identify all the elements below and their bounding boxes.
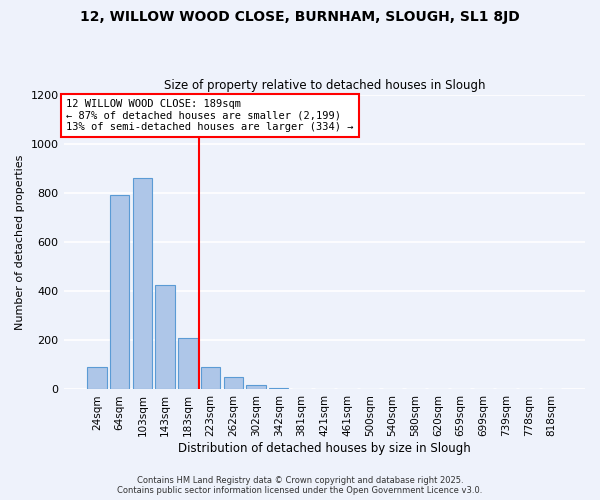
Bar (247, 384, 266, 390)
Bar (133, 178, 152, 390)
Bar (224, 377, 243, 390)
Bar (178, 338, 197, 390)
Text: 12, WILLOW WOOD CLOSE, BURNHAM, SLOUGH, SL1 8JD: 12, WILLOW WOOD CLOSE, BURNHAM, SLOUGH, … (80, 10, 520, 24)
Bar (155, 285, 175, 390)
Title: Size of property relative to detached houses in Slough: Size of property relative to detached ho… (164, 79, 485, 92)
Bar (87, 368, 107, 390)
X-axis label: Distribution of detached houses by size in Slough: Distribution of detached houses by size … (178, 442, 470, 455)
Bar (201, 368, 220, 390)
Text: Contains HM Land Registry data © Crown copyright and database right 2025.
Contai: Contains HM Land Registry data © Crown c… (118, 476, 482, 495)
Y-axis label: Number of detached properties: Number of detached properties (15, 154, 25, 330)
Bar (110, 196, 130, 390)
Text: 12 WILLOW WOOD CLOSE: 189sqm
← 87% of detached houses are smaller (2,199)
13% of: 12 WILLOW WOOD CLOSE: 189sqm ← 87% of de… (66, 99, 353, 132)
Bar (269, 388, 289, 390)
